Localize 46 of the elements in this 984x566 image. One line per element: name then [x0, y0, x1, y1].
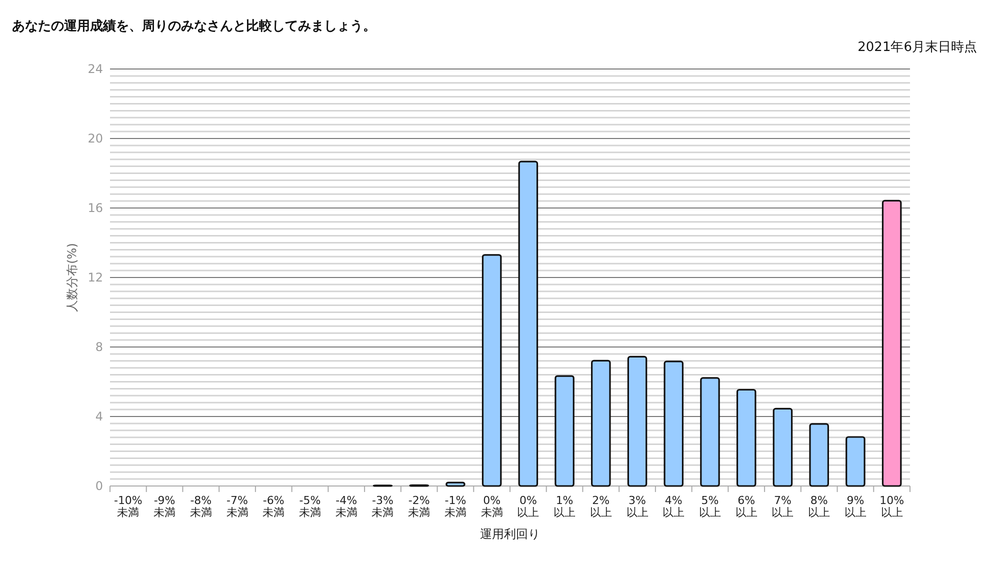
x-tick-label: -9% 未満 — [154, 494, 176, 519]
bar — [554, 375, 574, 487]
x-tick-label: 9% 以上 — [844, 494, 866, 519]
y-tick-label: 0 — [95, 479, 103, 493]
x-tick-label: -10% 未満 — [114, 494, 142, 519]
x-tick-label: 6% 以上 — [735, 494, 758, 519]
x-tick-label: -1% 未満 — [444, 494, 466, 519]
x-tick-label: 7% 以上 — [772, 494, 794, 519]
bar — [772, 408, 793, 487]
y-tick-label: 20 — [88, 132, 103, 146]
bar — [700, 377, 720, 487]
x-tick-label: 2% 以上 — [590, 494, 612, 519]
x-tick-label: 0% 未満 — [480, 494, 503, 519]
chart-subtitle: 2021年6月末日時点 — [858, 40, 977, 55]
y-tick-label: 8 — [95, 340, 103, 354]
x-tick-label: -2% 未満 — [408, 494, 430, 519]
x-tick-label: 0% 以上 — [517, 494, 540, 519]
y-tick-label: 16 — [88, 201, 103, 215]
x-tick-label: -7% 未満 — [226, 494, 248, 519]
bar — [446, 482, 466, 487]
y-tick-label: 12 — [88, 270, 103, 284]
x-tick-label: 10% 以上 — [880, 494, 904, 519]
bar — [809, 423, 829, 487]
x-tick-label: 5% 以上 — [699, 494, 721, 519]
x-tick-label: 3% 以上 — [626, 494, 648, 519]
x-tick-label: -4% 未満 — [335, 494, 358, 519]
bar — [664, 360, 684, 487]
x-tick-label: 8% 以上 — [808, 494, 830, 519]
bar — [736, 388, 756, 487]
bar — [591, 360, 611, 487]
chart-title: あなたの運用成績を、周りのみなさんと比較してみましょう。 — [12, 19, 376, 34]
bar — [518, 160, 538, 487]
x-tick-label: -3% 未満 — [372, 494, 394, 519]
y-tick-label: 4 — [95, 410, 103, 424]
y-axis-title: 人数分布(%) — [65, 243, 79, 312]
x-tick-label: 1% 以上 — [554, 494, 576, 519]
x-tick-label: -8% 未満 — [190, 494, 212, 519]
x-tick-label: -6% 未満 — [262, 494, 285, 519]
bar — [882, 200, 902, 487]
x-tick-label: -5% 未満 — [299, 494, 321, 519]
bar — [482, 254, 502, 487]
y-tick-label: 24 — [88, 62, 103, 76]
x-axis-title: 運用利回り — [480, 527, 540, 541]
bar — [627, 356, 648, 487]
x-tick-label: 4% 以上 — [662, 494, 685, 519]
bar — [846, 436, 866, 487]
